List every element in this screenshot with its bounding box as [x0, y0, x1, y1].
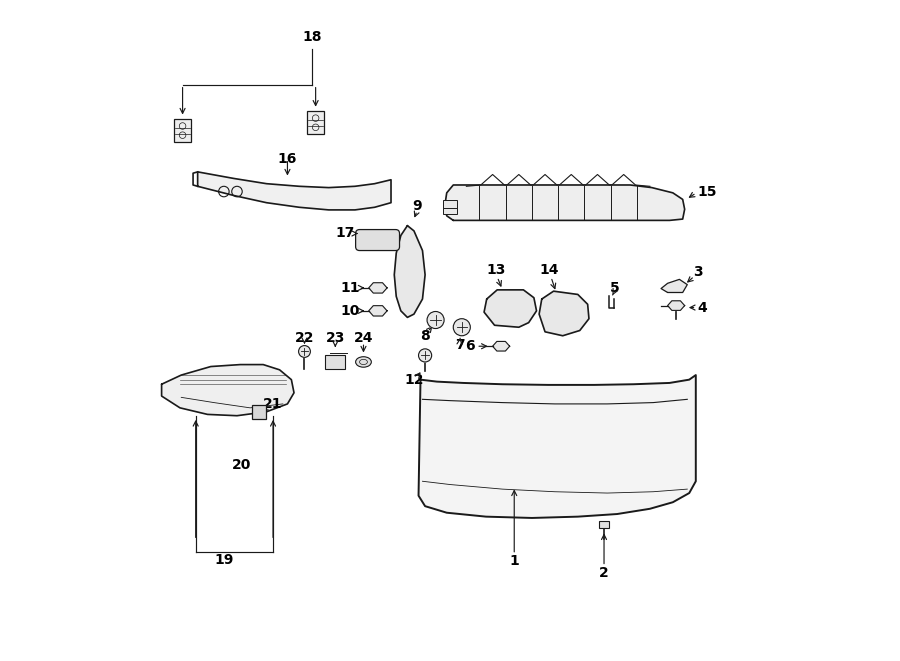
FancyBboxPatch shape [307, 111, 324, 134]
FancyBboxPatch shape [444, 200, 456, 208]
FancyBboxPatch shape [444, 207, 456, 214]
Text: 6: 6 [464, 339, 474, 353]
Polygon shape [668, 301, 685, 311]
Text: 16: 16 [278, 152, 297, 166]
Polygon shape [492, 342, 509, 351]
Polygon shape [369, 305, 387, 316]
FancyBboxPatch shape [174, 119, 191, 142]
Text: 5: 5 [610, 281, 620, 295]
Circle shape [454, 319, 471, 336]
Polygon shape [445, 185, 685, 220]
Text: 23: 23 [326, 331, 345, 345]
Text: 21: 21 [264, 397, 283, 411]
Circle shape [428, 311, 444, 329]
Text: 3: 3 [693, 264, 703, 278]
Text: 22: 22 [294, 331, 314, 345]
Text: 11: 11 [340, 281, 360, 295]
Text: 19: 19 [214, 553, 234, 567]
Text: 2: 2 [599, 566, 609, 580]
Ellipse shape [356, 357, 372, 368]
Polygon shape [484, 290, 536, 327]
Text: 20: 20 [232, 458, 251, 472]
Text: 9: 9 [412, 199, 422, 213]
Text: 18: 18 [302, 30, 322, 44]
Text: 8: 8 [420, 329, 430, 343]
Circle shape [299, 346, 310, 358]
Text: 7: 7 [455, 338, 464, 352]
Text: 24: 24 [354, 331, 373, 345]
Text: 15: 15 [698, 184, 717, 198]
Circle shape [418, 349, 432, 362]
Ellipse shape [359, 360, 367, 365]
Text: 13: 13 [486, 263, 506, 277]
Text: 10: 10 [341, 304, 360, 318]
Polygon shape [198, 172, 391, 210]
Text: 17: 17 [336, 227, 355, 241]
Polygon shape [539, 292, 589, 336]
Polygon shape [394, 225, 425, 317]
Text: 1: 1 [509, 554, 519, 568]
Text: 14: 14 [540, 263, 560, 277]
Text: 4: 4 [698, 301, 707, 315]
Polygon shape [418, 375, 696, 518]
Polygon shape [662, 280, 688, 292]
Text: 12: 12 [404, 373, 424, 387]
FancyBboxPatch shape [326, 356, 345, 369]
FancyBboxPatch shape [252, 405, 266, 419]
FancyBboxPatch shape [598, 521, 609, 528]
FancyBboxPatch shape [356, 229, 400, 251]
Polygon shape [369, 283, 387, 293]
Polygon shape [162, 365, 294, 416]
